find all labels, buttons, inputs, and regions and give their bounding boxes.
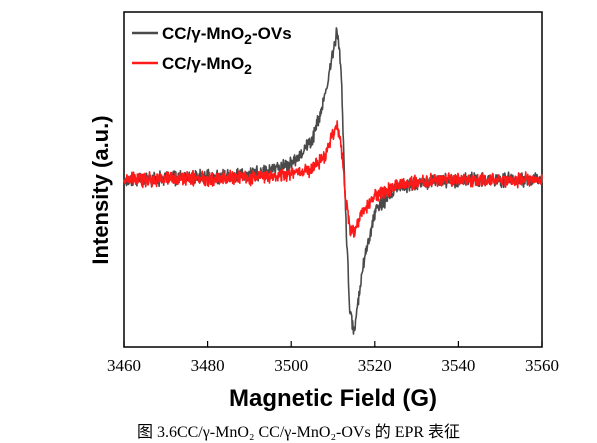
series-line-2: [123, 120, 543, 238]
x-tick-label: 3540: [441, 356, 475, 375]
x-tick-label: 3520: [358, 356, 392, 375]
legend-label-1: CC/γ-MnO2-OVs: [162, 24, 292, 47]
x-axis-ticks: 3460 3480 3500 3520 3540 3560: [107, 341, 559, 375]
x-axis-title: Magnetic Field (G): [229, 385, 437, 412]
plot-area: 3460 3480 3500 3520 3540 3560: [107, 11, 559, 375]
x-tick-label: 3500: [274, 356, 308, 375]
epr-chart: 3460 3480 3500 3520 3540 3560 Magnetic Field …: [88, 11, 559, 412]
series-layer: [123, 27, 543, 335]
y-axis-title: Intensity (a.u.): [88, 115, 113, 264]
figure-caption: 图 3.6CC/γ-MnO₂ CC/γ-MnO₂-OVs 的 EPR 表征: [136, 424, 461, 441]
legend: CC/γ-MnO2-OVs CC/γ-MnO2: [132, 24, 292, 77]
x-tick-label: 3460: [107, 356, 141, 375]
x-tick-label: 3560: [525, 356, 559, 375]
legend-label-2: CC/γ-MnO2: [162, 54, 252, 77]
x-tick-label: 3480: [191, 356, 225, 375]
